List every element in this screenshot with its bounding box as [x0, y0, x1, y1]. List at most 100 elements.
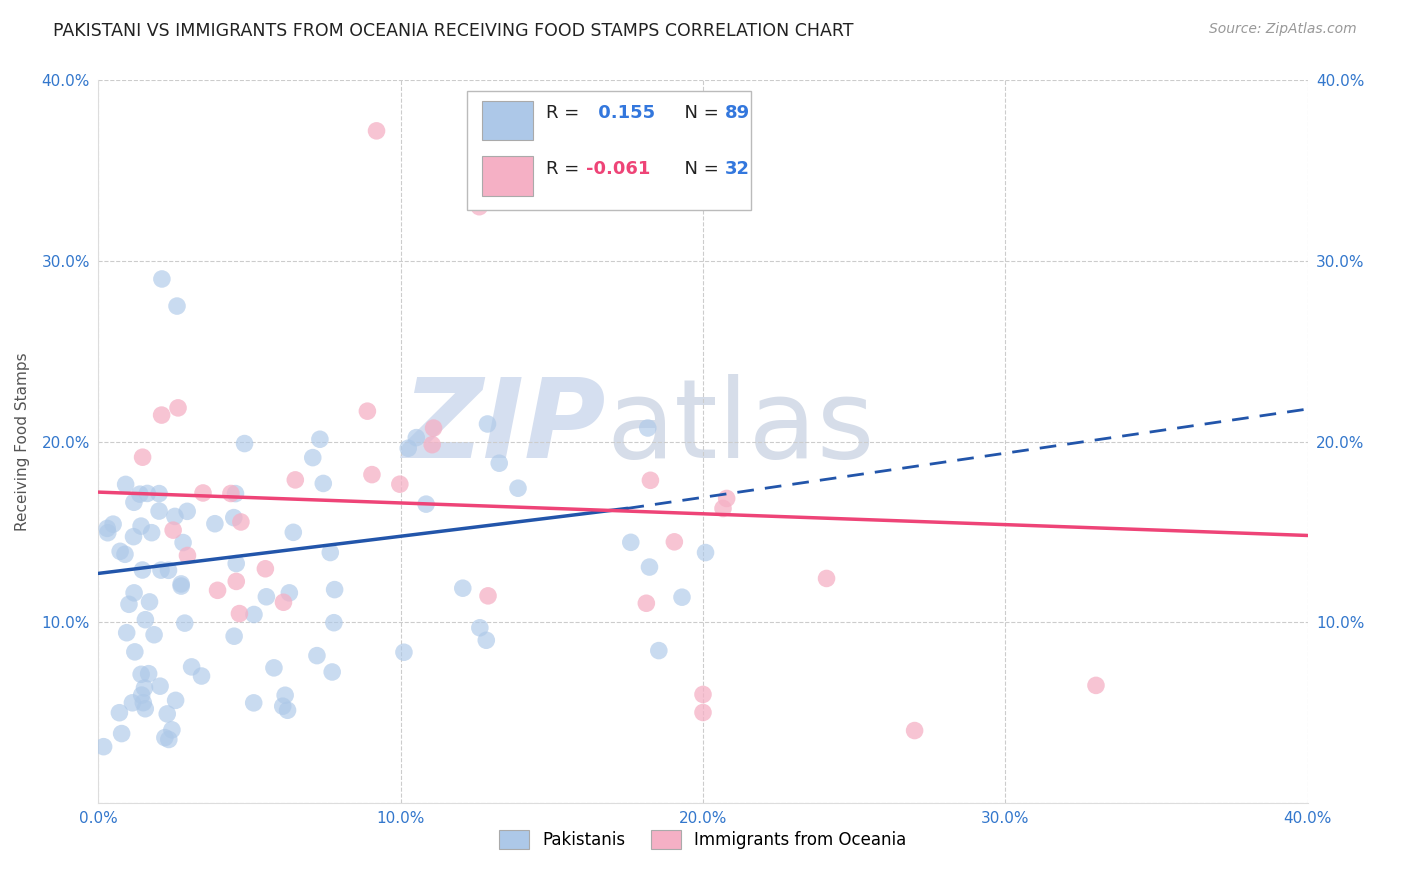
Text: R =: R = — [546, 104, 585, 122]
Point — [96, 521, 118, 535]
Point — [224, 486, 246, 500]
Point — [366, 124, 388, 138]
Point — [356, 404, 378, 418]
Point — [225, 557, 247, 571]
Point — [138, 595, 160, 609]
Point — [114, 477, 136, 491]
Point — [415, 497, 437, 511]
Point — [506, 481, 529, 495]
Text: R =: R = — [546, 160, 585, 178]
Point — [173, 616, 195, 631]
Point — [122, 530, 145, 544]
Point — [97, 525, 120, 540]
Point — [692, 687, 714, 701]
Point — [176, 504, 198, 518]
FancyBboxPatch shape — [482, 156, 533, 196]
Point — [122, 586, 145, 600]
Point — [228, 607, 250, 621]
Point — [207, 583, 229, 598]
Point — [129, 667, 152, 681]
Point — [167, 401, 190, 415]
Text: 32: 32 — [724, 160, 749, 178]
Point — [150, 272, 173, 286]
Point — [361, 467, 384, 482]
Point — [322, 615, 344, 630]
Point — [166, 299, 188, 313]
Point — [153, 731, 176, 745]
Point — [225, 574, 247, 589]
Point — [254, 590, 277, 604]
Point — [149, 679, 172, 693]
Legend: Pakistanis, Immigrants from Oceania: Pakistanis, Immigrants from Oceania — [494, 823, 912, 856]
Point — [134, 702, 156, 716]
Point — [392, 645, 415, 659]
Point — [640, 473, 662, 487]
Point — [271, 699, 294, 714]
Text: Source: ZipAtlas.com: Source: ZipAtlas.com — [1209, 22, 1357, 37]
Y-axis label: Receiving Food Stamps: Receiving Food Stamps — [15, 352, 31, 531]
Point — [165, 693, 187, 707]
Point — [242, 696, 264, 710]
Point — [121, 696, 143, 710]
Point — [229, 515, 252, 529]
Point — [134, 613, 156, 627]
Point — [108, 544, 131, 558]
Point — [124, 645, 146, 659]
Point — [93, 739, 115, 754]
Text: N =: N = — [672, 160, 724, 178]
Point — [636, 596, 658, 610]
Point — [263, 661, 285, 675]
Point — [638, 560, 661, 574]
Point — [648, 643, 671, 657]
Point — [101, 517, 124, 532]
Point — [278, 586, 301, 600]
Point — [180, 660, 202, 674]
Point — [319, 545, 342, 559]
Point — [388, 477, 411, 491]
Point — [323, 582, 346, 597]
Point — [170, 579, 193, 593]
Point — [111, 726, 134, 740]
Point — [191, 486, 214, 500]
Point — [204, 516, 226, 531]
Text: N =: N = — [672, 104, 724, 122]
Point — [468, 621, 491, 635]
Point — [904, 723, 927, 738]
Point — [129, 519, 152, 533]
Point — [122, 495, 145, 509]
Point — [172, 535, 194, 549]
Point — [451, 581, 474, 595]
Point — [309, 432, 332, 446]
Point — [274, 688, 297, 702]
Point — [711, 501, 734, 516]
Point — [143, 628, 166, 642]
Text: PAKISTANI VS IMMIGRANTS FROM OCEANIA RECEIVING FOOD STAMPS CORRELATION CHART: PAKISTANI VS IMMIGRANTS FROM OCEANIA REC… — [53, 22, 853, 40]
Point — [134, 681, 156, 695]
Point — [150, 408, 173, 422]
Point — [243, 607, 266, 622]
Point — [156, 706, 179, 721]
Point — [108, 706, 131, 720]
Point — [157, 732, 180, 747]
Point — [170, 577, 193, 591]
Point — [301, 450, 323, 465]
Point — [422, 421, 444, 435]
Point — [219, 486, 242, 500]
Point — [477, 417, 499, 431]
Point — [149, 563, 172, 577]
Point — [1085, 678, 1108, 692]
Text: 89: 89 — [724, 104, 749, 122]
Point — [488, 456, 510, 470]
Point — [468, 200, 491, 214]
Point — [148, 486, 170, 500]
Point — [131, 450, 153, 465]
Text: atlas: atlas — [606, 374, 875, 481]
Point — [321, 665, 343, 679]
Point — [222, 510, 245, 524]
Point — [114, 547, 136, 561]
Point — [664, 534, 686, 549]
Point — [131, 563, 153, 577]
Point — [176, 549, 198, 563]
Point — [671, 591, 693, 605]
Point — [396, 442, 419, 456]
